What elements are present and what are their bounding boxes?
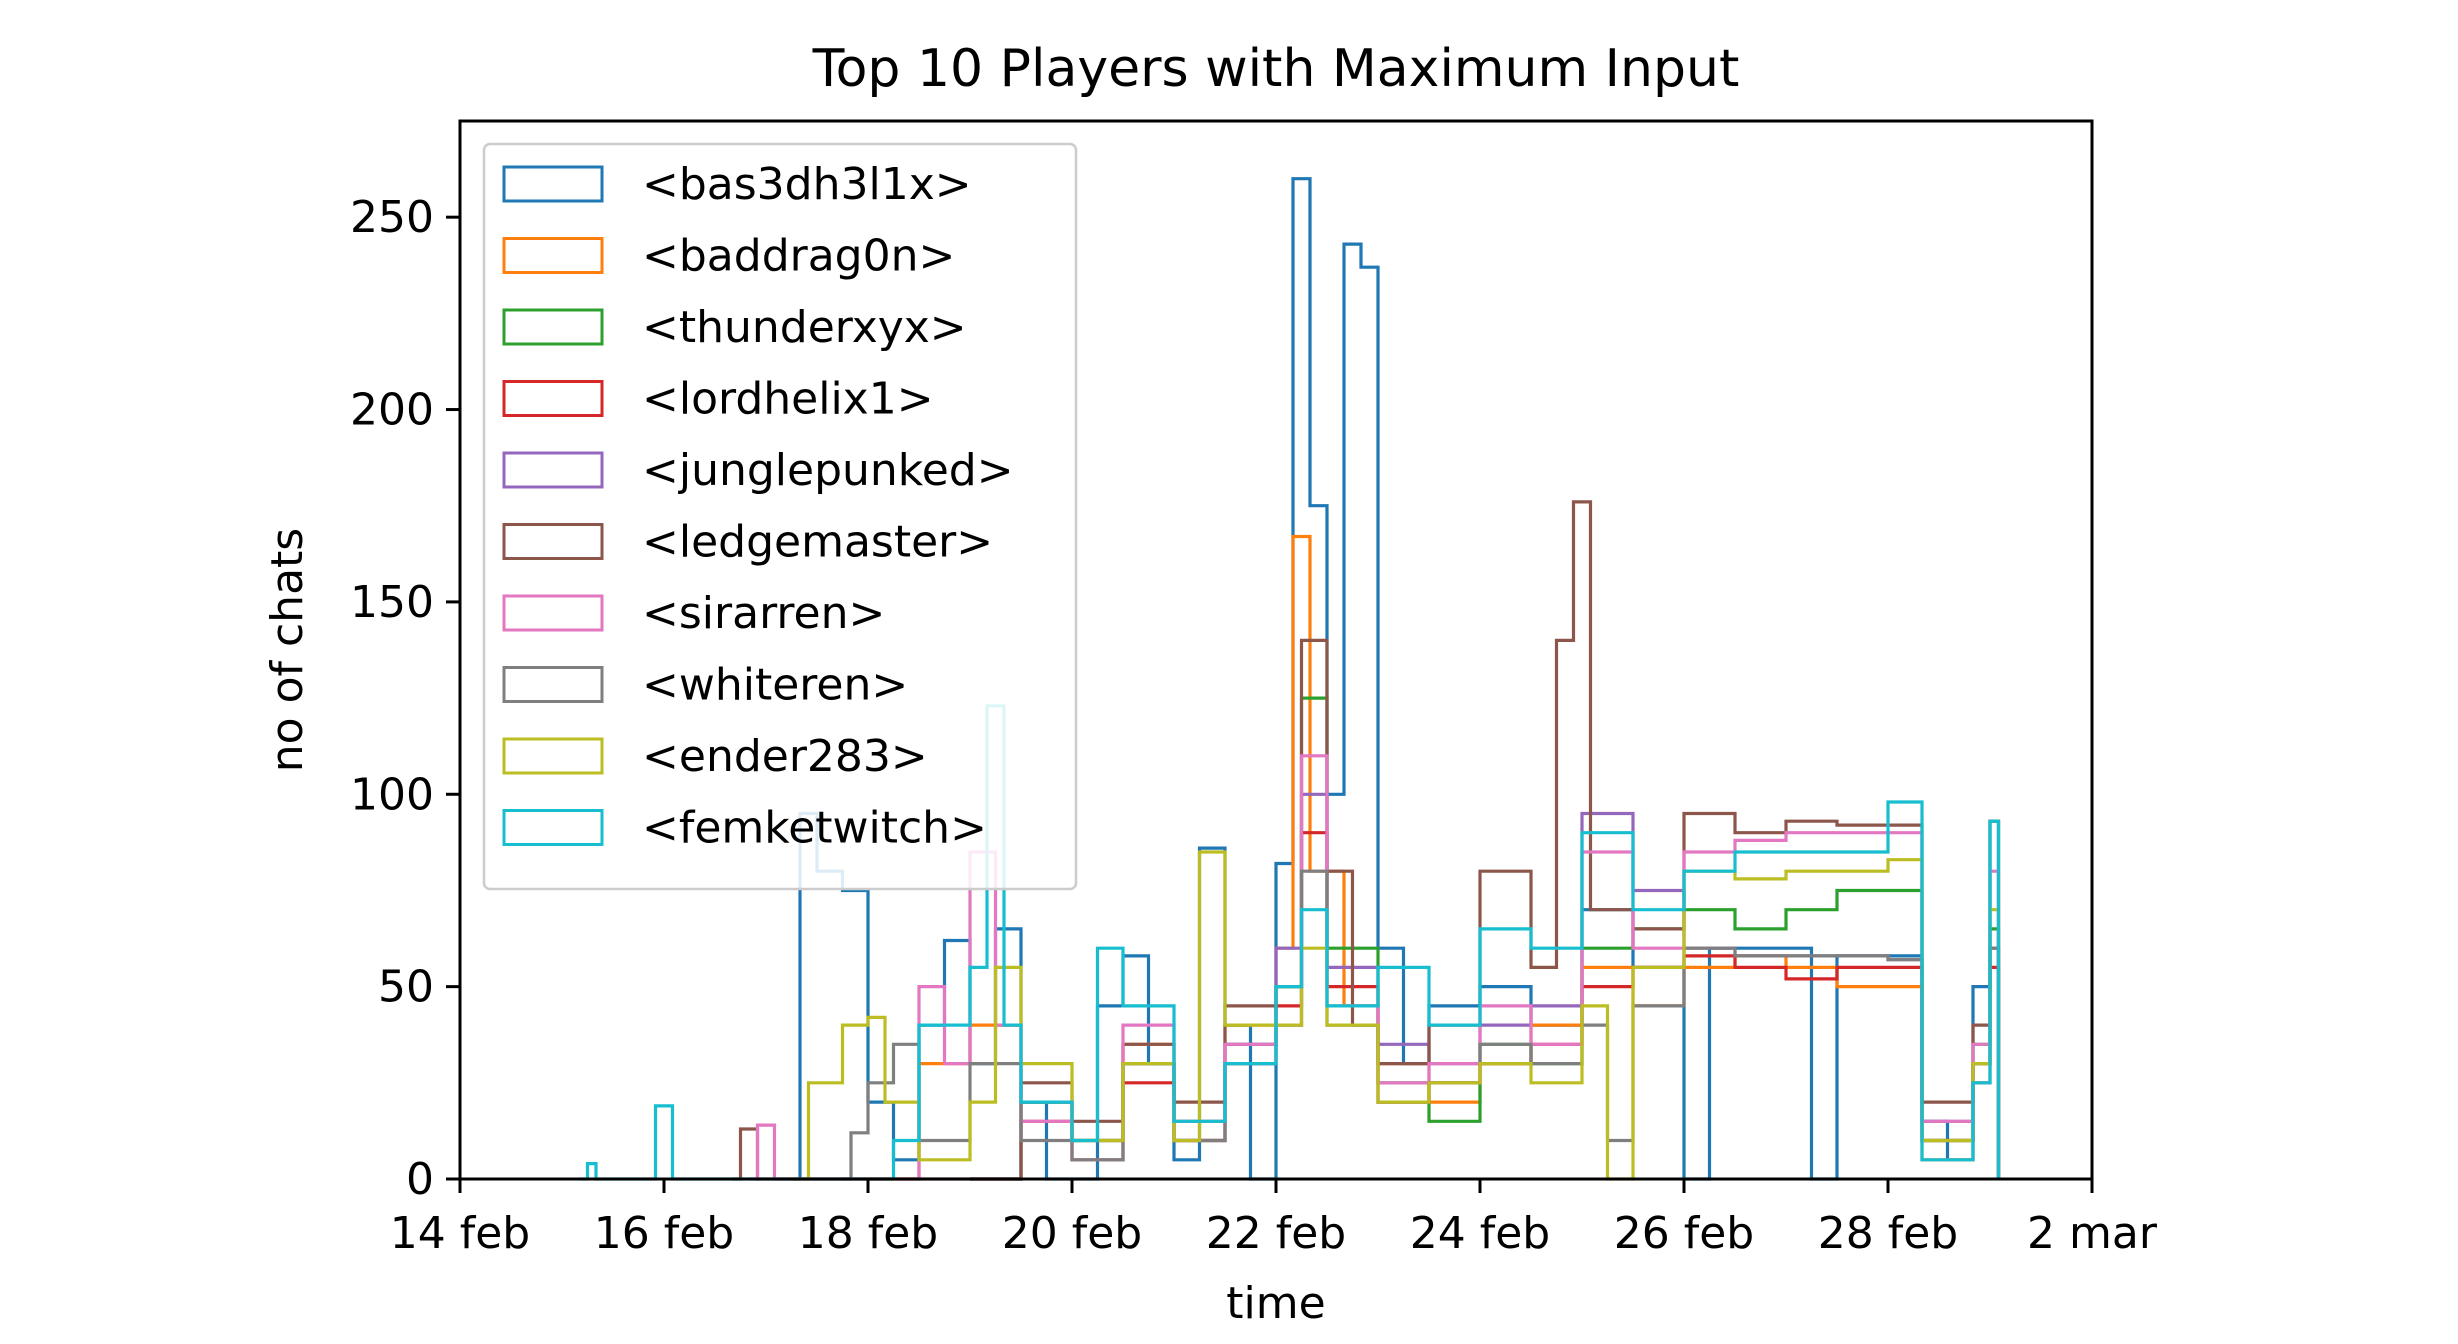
x-tick-label-5: 24 feb [1410, 1208, 1550, 1259]
legend-label-0: <bas3dh3l1x> [642, 159, 972, 210]
legend-swatch-4 [502, 451, 604, 489]
x-tick-label-2: 18 feb [798, 1208, 938, 1259]
x-axis: 14 feb 16 feb 18 feb 20 feb 22 feb 24 feb 26 f… [390, 1179, 2158, 1259]
y-tick-label-0: 0 [406, 1154, 434, 1205]
legend-swatch-7 [502, 666, 604, 703]
x-tick-label-4: 22 feb [1206, 1208, 1346, 1259]
legend-label-7: <whiteren> [642, 660, 908, 711]
y-axis: 0 50 100 150 200 250 [350, 192, 460, 1205]
legend-label-5: <ledgemaster> [642, 517, 993, 568]
legend-swatch-3 [502, 380, 604, 417]
legend-box [482, 142, 1078, 891]
y-tick-label-4: 200 [350, 385, 434, 436]
legend-label-1: <baddrag0n> [642, 231, 955, 282]
x-tick-label-1: 16 feb [594, 1208, 734, 1259]
y-tick-label-1: 50 [378, 962, 434, 1013]
legend-swatch-8 [502, 737, 604, 775]
x-tick-label-8: 2 mar [2027, 1208, 2158, 1259]
legend-label-9: <femketwitch> [642, 803, 987, 854]
y-tick-label-2: 100 [350, 769, 434, 820]
x-tick-label-7: 28 feb [1818, 1208, 1958, 1259]
legend-swatch-1 [502, 237, 604, 274]
y-axis-label: no of chats [262, 528, 313, 772]
legend-swatch-0 [502, 165, 604, 203]
series-line-8 [791, 850, 2001, 1181]
series-line-0 [791, 177, 2001, 1181]
legend-label-6: <sirarren> [642, 588, 885, 639]
legend: <bas3dh3l1x> <baddrag0n> <thunderxyx> <lord… [482, 142, 1078, 891]
x-axis-label: time [1226, 1278, 1325, 1329]
legend-swatch-9 [502, 809, 604, 846]
legend-label-3: <lordhelix1> [642, 374, 934, 425]
y-tick-label-5: 250 [350, 192, 434, 243]
legend-swatch-2 [502, 308, 604, 346]
legend-label-2: <thunderxyx> [642, 302, 967, 353]
legend-swatch-5 [502, 523, 604, 560]
legend-label-8: <ender283> [642, 731, 928, 782]
y-tick-label-3: 150 [350, 577, 434, 628]
x-tick-label-6: 26 feb [1614, 1208, 1754, 1259]
chart-title: Top 10 Players with Maximum Input [812, 39, 1740, 99]
legend-swatch-6 [502, 594, 604, 632]
series-layer [579, 177, 2001, 1181]
legend-label-4: <junglepunked> [642, 445, 1014, 496]
x-tick-label-0: 14 feb [390, 1208, 530, 1259]
x-tick-label-3: 20 feb [1002, 1208, 1142, 1259]
